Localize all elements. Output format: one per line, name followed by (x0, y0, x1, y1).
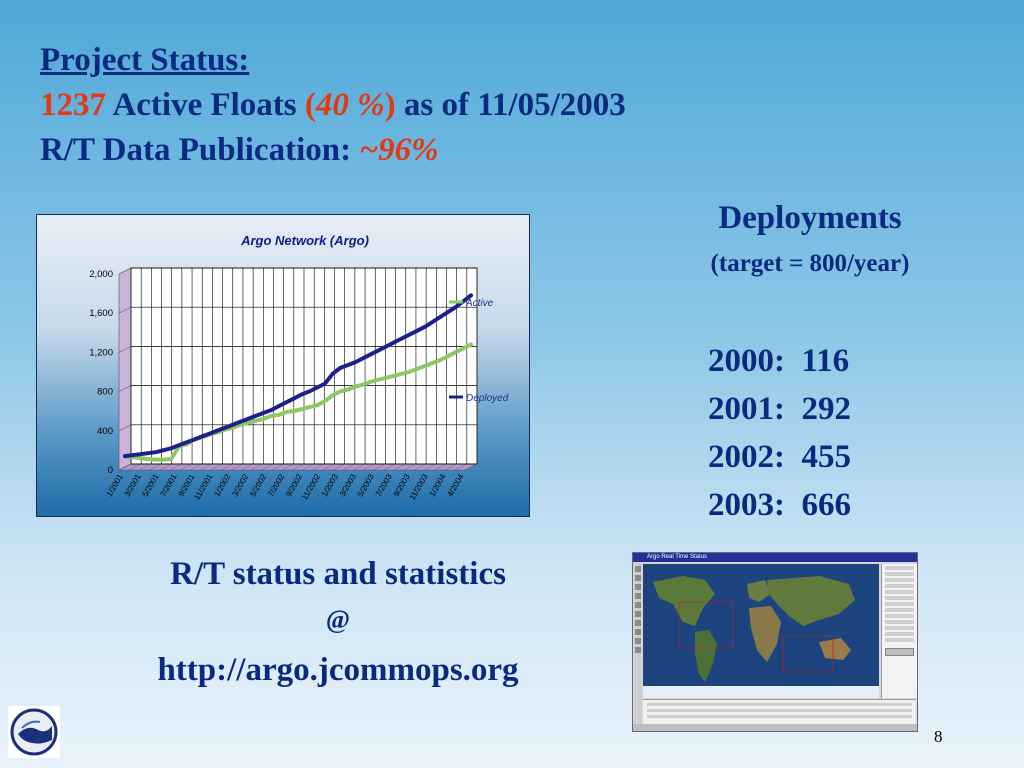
map-info-table (643, 699, 916, 724)
map-toolbar (634, 563, 642, 723)
deployment-row-2000: 2000: 116 (708, 343, 850, 379)
page-number: 8 (934, 727, 943, 746)
x-gridline-floor (129, 463, 142, 471)
x-gridline-floor (149, 463, 162, 471)
x-gridline-floor (169, 463, 182, 471)
map-status-bar (633, 724, 917, 731)
active-label: Active Floats (112, 87, 297, 123)
x-gridline-floor (383, 463, 396, 471)
x-gridline-floor (271, 463, 284, 471)
x-gridline-floor (281, 463, 294, 471)
x-gridline-floor (251, 463, 264, 471)
y-tick-label: 400 (97, 426, 113, 437)
legend-label-deployed: Deployed (466, 393, 509, 404)
map-titlebar: Argo Real Time Status (633, 553, 917, 562)
series-line-deployed (123, 293, 473, 459)
x-gridline-floor (241, 463, 254, 471)
legend-label-active: Active (465, 298, 494, 309)
x-gridline-floor (139, 463, 152, 471)
status-heading-line: Project Status: (40, 38, 626, 83)
x-gridline-floor (210, 463, 223, 471)
chart-svg: Argo Network (Argo) 0 400 800 1,200 1,600 2,00… (89, 233, 509, 502)
deployment-row-2003: 2003: 666 (708, 487, 851, 523)
deployment-row-2001: 2001: 292 (708, 391, 851, 427)
x-gridline-floor (424, 463, 437, 471)
x-gridline-floor (363, 463, 376, 471)
x-gridline-floor (291, 463, 305, 471)
deployments-list: 2000: 116 2001: 292 2002: 455 2003: 666 (708, 337, 851, 529)
x-gridline-floor (220, 463, 233, 471)
x-gridline-floor (332, 463, 345, 471)
active-percent: (40 %) (304, 87, 396, 123)
x-tick-label: 11/2002 (300, 472, 322, 502)
x-gridline-floor (118, 463, 132, 471)
map-layers-panel (881, 564, 917, 698)
status-heading: Project Status: (40, 42, 250, 78)
x-gridline-floor (373, 463, 386, 471)
status-block: Project Status: 1237 Active Floats (40 %… (40, 38, 626, 173)
rt-status-url[interactable]: http://argo.jcommops.org (157, 652, 519, 688)
x-gridline-floor (403, 463, 417, 471)
x-gridline-floor (393, 463, 406, 471)
map-refresh-button (885, 648, 914, 656)
deployments-target: (target = 800/year) (710, 250, 910, 277)
x-gridline-floor (179, 463, 193, 471)
rt-publication-line: R/T Data Publication: ~96% (40, 128, 626, 173)
x-gridline-floor (444, 463, 457, 471)
rt-status-at: @ (325, 605, 351, 634)
world-map (643, 564, 879, 698)
y-gridline-wall (118, 424, 132, 432)
argo-network-chart: Argo Network (Argo) 0 400 800 1,200 1,600 2,00… (36, 214, 530, 517)
deployment-row-2002: 2002: 455 (708, 439, 851, 475)
x-tick-label: 11/2003 (408, 472, 430, 502)
x-gridline-floor (454, 463, 467, 471)
chart-title: Argo Network (Argo) (240, 233, 369, 248)
x-gridline-floor (190, 463, 203, 471)
x-gridline-floor (230, 463, 244, 471)
x-gridline-floor (342, 463, 355, 471)
x-gridline-floor (352, 463, 366, 471)
x-tick-label: 4/2004 (446, 472, 466, 498)
rt-publication-label: R/T Data Publication: (40, 132, 352, 168)
y-tick-label: 2,000 (89, 269, 113, 280)
x-gridline-floor (322, 463, 335, 471)
y-gridline-wall (118, 346, 132, 353)
rt-publication-value: ~96% (359, 132, 439, 168)
x-gridline-floor (261, 463, 274, 471)
active-count: 1237 (40, 87, 106, 123)
jcommops-logo (8, 706, 60, 758)
x-gridline-floor (159, 463, 172, 471)
x-gridline-floor (464, 463, 478, 471)
as-of-date: as of 11/05/2003 (403, 87, 626, 123)
x-gridline-floor (200, 463, 213, 471)
rt-status-title: R/T status and statistics (170, 556, 506, 592)
y-tick-label: 1,600 (89, 308, 113, 319)
x-gridline-floor (312, 463, 325, 471)
y-tick-label: 1,200 (89, 347, 113, 358)
y-tick-label: 800 (97, 387, 113, 398)
x-gridline-floor (414, 463, 427, 471)
x-gridline-floor (302, 463, 315, 471)
x-tick-label: 11/2001 (192, 472, 214, 502)
y-tick-label: 0 (108, 465, 113, 476)
y-gridline-wall (118, 306, 132, 314)
y-gridline-wall (118, 267, 132, 275)
argo-status-map-screenshot: Argo Real Time Status (632, 552, 918, 732)
world-map-graphic (643, 564, 879, 698)
active-floats-line: 1237 Active Floats (40 %) as of 11/05/20… (40, 83, 626, 128)
deployments-heading: Deployments (718, 200, 902, 236)
y-gridline-wall (118, 385, 132, 392)
x-gridline-floor (434, 463, 447, 471)
chart-side-wall (118, 267, 132, 471)
